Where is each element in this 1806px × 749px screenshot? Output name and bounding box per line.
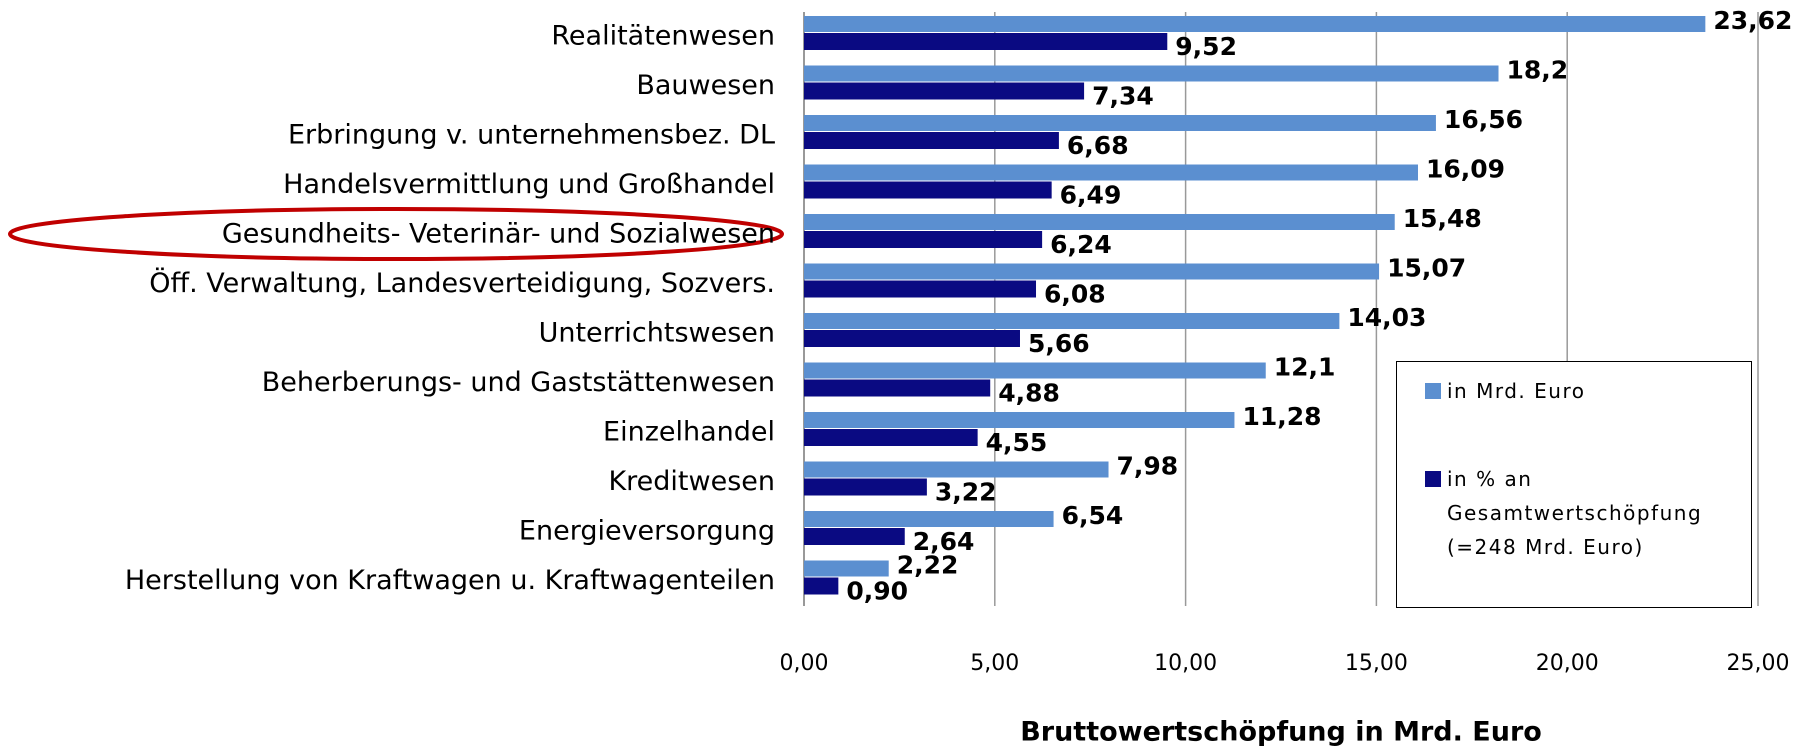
bar: [804, 231, 1043, 248]
bar: [804, 115, 1436, 131]
bar: [804, 429, 978, 446]
y-tick-label: Kreditwesen: [608, 466, 775, 497]
data-label: 18,2: [1507, 56, 1569, 85]
legend-item: in Mrd. Euro: [1425, 374, 1745, 408]
bar: [804, 33, 1168, 50]
legend-label: in % an Gesamtwertschöpfung (=248 Mrd. E…: [1447, 467, 1703, 559]
data-label: 6,54: [1062, 501, 1124, 530]
bars: [804, 16, 1706, 595]
data-label: 3,22: [935, 478, 997, 507]
data-label: 4,55: [986, 428, 1048, 457]
bar: [804, 379, 991, 397]
legend-label: in Mrd. Euro: [1447, 379, 1586, 403]
data-label: 16,56: [1444, 105, 1523, 134]
data-label: 0,90: [846, 577, 908, 606]
y-tick-label: Einzelhandel: [603, 416, 775, 447]
x-tick-label: 20,00: [1536, 651, 1599, 676]
data-label: 2,64: [913, 527, 975, 556]
y-tick-label: Realitätenwesen: [551, 20, 775, 51]
data-label: 11,28: [1242, 402, 1321, 431]
data-label: 14,03: [1347, 303, 1426, 332]
data-label: 23,62: [1713, 6, 1792, 35]
data-label: 7,98: [1117, 452, 1179, 481]
x-tick-label: 5,00: [970, 651, 1019, 676]
data-label: 2,22: [897, 551, 959, 580]
bar: [804, 65, 1499, 82]
x-axis-title: Bruttowertschöpfung in Mrd. Euro: [1020, 717, 1542, 748]
y-tick-label: Bauwesen: [636, 70, 775, 101]
data-label: 15,07: [1387, 254, 1466, 283]
y-tick-label: Beherberungs- und Gaststättenwesen: [262, 367, 775, 398]
x-tick-label: 25,00: [1727, 651, 1790, 676]
y-tick-label: Handelsvermittlung und Großhandel: [283, 169, 775, 200]
highlight-ellipse: [8, 207, 784, 261]
bar: [804, 16, 1706, 32]
y-tick-label: Herstellung von Kraftwagen u. Kraftwagen…: [125, 565, 775, 596]
bar: [804, 214, 1395, 230]
bar: [804, 412, 1235, 428]
data-label: 15,48: [1403, 204, 1482, 233]
data-label: 16,09: [1426, 155, 1505, 184]
x-tick-label: 10,00: [1154, 651, 1217, 676]
bar: [804, 511, 1054, 527]
bar: [804, 82, 1085, 100]
bar: [804, 181, 1052, 199]
data-label: 6,24: [1050, 230, 1112, 259]
bar: [804, 330, 1020, 347]
bar: [804, 560, 889, 577]
data-label: 7,34: [1092, 82, 1154, 111]
legend: in Mrd. Euro in % an Gesamtwertschöpfung …: [1396, 361, 1752, 608]
data-label: 6,68: [1067, 131, 1129, 160]
bar: [804, 132, 1059, 149]
data-label: 6,49: [1060, 181, 1122, 210]
legend-item: in % an Gesamtwertschöpfung (=248 Mrd. E…: [1425, 462, 1745, 564]
bar: [804, 577, 839, 595]
bar: [804, 362, 1266, 379]
bar: [804, 461, 1109, 478]
data-label: 4,88: [998, 379, 1060, 408]
bar: [804, 263, 1380, 280]
legend-swatch: [1425, 383, 1441, 399]
bar: [804, 528, 905, 545]
x-tick-label: 15,00: [1345, 651, 1408, 676]
grid: [803, 12, 1759, 606]
y-tick-label: Erbringung v. unternehmensbez. DL: [288, 119, 775, 150]
data-label: 9,52: [1175, 32, 1237, 61]
bar: [804, 313, 1340, 329]
legend-swatch: [1425, 471, 1441, 487]
bar: [804, 478, 927, 496]
y-tick-label: Unterrichtswesen: [539, 317, 775, 348]
data-label: 6,08: [1044, 280, 1106, 309]
bar: [804, 164, 1418, 181]
data-label: 5,66: [1028, 329, 1090, 358]
data-label: 12,1: [1274, 353, 1336, 382]
bar: [804, 280, 1037, 298]
y-tick-label: Öff. Verwaltung, Landesverteidigung, Soz…: [149, 267, 775, 299]
y-tick-label: Energieversorgung: [519, 515, 775, 546]
y-tick-label: Gesundheits- Veterinär- und Sozialwesen: [222, 218, 775, 249]
x-tick-label: 0,00: [780, 651, 829, 676]
